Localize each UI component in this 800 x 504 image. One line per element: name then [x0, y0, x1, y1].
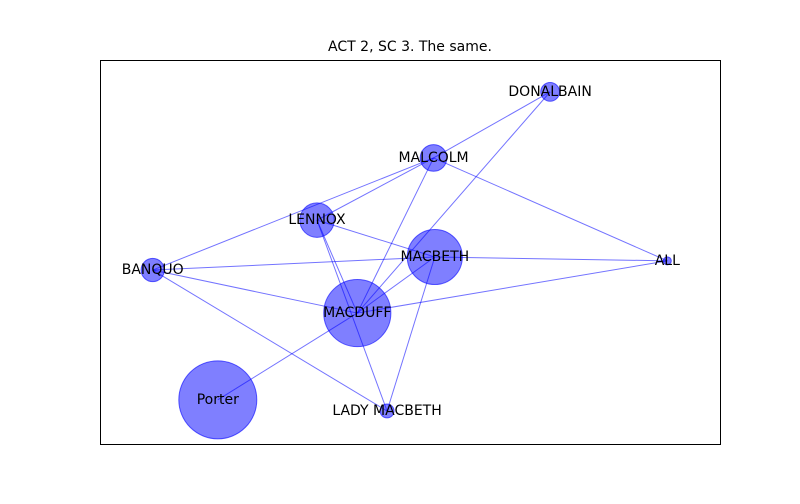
node-porter — [178, 360, 258, 440]
edge-malcolm-lennox — [316, 157, 434, 221]
edge-macduff-all — [357, 260, 668, 314]
node-macbeth — [406, 228, 463, 286]
edge-banquo-macduff — [152, 269, 358, 314]
node-label-porter: Porter — [197, 392, 239, 408]
nodes-layer — [140, 81, 672, 440]
node-malcolm — [419, 144, 448, 172]
edge-banquo-lady-macbeth — [152, 269, 388, 412]
node-all — [662, 256, 672, 266]
node-lennox — [299, 202, 335, 238]
node-lady-macbeth — [379, 403, 395, 419]
chart-title: ACT 2, SC 3. The same. — [328, 39, 492, 55]
node-label-donalbain: DONALBAIN — [508, 84, 591, 100]
node-banquo — [140, 257, 165, 283]
edge-donalbain-macduff — [356, 91, 551, 314]
node-label-lennox: LENNOX — [288, 212, 346, 228]
node-donalbain — [540, 81, 561, 102]
node-label-macbeth: MACBETH — [400, 249, 469, 265]
node-label-lady-macbeth: LADY MACBETH — [332, 403, 441, 419]
edge-malcolm-banquo — [152, 157, 434, 271]
node-label-macduff: MACDUFF — [323, 305, 391, 321]
edge-donalbain-malcolm — [433, 91, 551, 159]
edge-malcolm-all — [433, 157, 668, 262]
node-macduff — [323, 278, 392, 348]
node-label-all: ALL — [655, 253, 680, 269]
plot-frame — [100, 60, 721, 445]
edge-banquo-macbeth — [152, 256, 435, 271]
node-label-banquo: BANQUO — [122, 262, 184, 278]
edge-macbeth-all — [434, 256, 668, 262]
node-label-malcolm: MALCOLM — [398, 150, 468, 166]
labels-layer: DONALBAIN MALCOLM LENNOX MACBETH ALL BANQUO MA… — [122, 84, 680, 419]
